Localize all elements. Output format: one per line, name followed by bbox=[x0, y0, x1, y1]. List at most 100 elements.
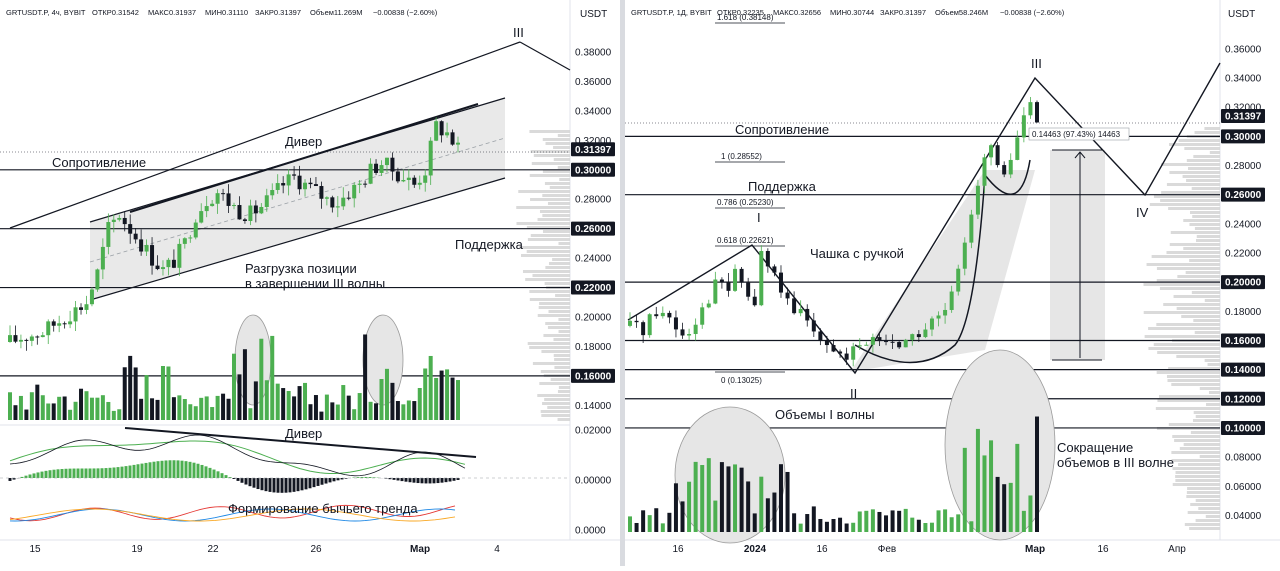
volume-bar bbox=[910, 518, 914, 532]
candle-body bbox=[884, 341, 888, 342]
price-tick-label: 0.26000 bbox=[575, 224, 612, 235]
osc-histogram-bar bbox=[453, 478, 456, 481]
volume-profile-bar bbox=[1172, 459, 1220, 462]
volume-bar bbox=[374, 403, 378, 420]
candle-body bbox=[963, 243, 967, 269]
candle-body bbox=[904, 340, 908, 347]
volume-profile-bar bbox=[539, 306, 570, 309]
candle-body bbox=[897, 342, 901, 347]
candle-body bbox=[63, 323, 67, 324]
volume-profile-bar bbox=[1148, 347, 1220, 350]
volume-bar bbox=[232, 354, 236, 420]
unload-label-line2: в завершении III волны bbox=[245, 276, 385, 291]
candle-body bbox=[117, 218, 121, 220]
volume-profile-bar bbox=[1187, 491, 1220, 494]
candle-body bbox=[687, 334, 691, 335]
candle-body bbox=[694, 325, 698, 334]
cup-label: Чашка с ручкой bbox=[810, 246, 904, 261]
candle-body bbox=[641, 322, 645, 335]
right-chart-panel[interactable]: 1.618 (0.38148) 1 (0.28552) 0.786 (0.252… bbox=[625, 0, 1280, 566]
volume-bar bbox=[369, 402, 373, 420]
volume-profile-bar bbox=[1161, 163, 1220, 166]
osc-histogram-bar bbox=[141, 464, 144, 478]
candle-body bbox=[221, 193, 225, 194]
volume-profile-bar bbox=[1190, 211, 1220, 214]
osc-histogram-bar bbox=[177, 460, 180, 478]
volume-profile-bar bbox=[530, 198, 570, 201]
volume-profile-bar bbox=[1183, 219, 1220, 222]
volume-bar bbox=[41, 395, 45, 420]
osc-histogram-bar bbox=[213, 470, 216, 478]
volume-bar bbox=[139, 399, 143, 420]
osc-histogram-bar bbox=[153, 462, 156, 478]
price-tick-label: 0.14000 bbox=[575, 401, 612, 412]
volume-profile-bar bbox=[1186, 179, 1220, 182]
candle-body bbox=[177, 244, 181, 268]
candle-body bbox=[95, 269, 99, 289]
volume-bar bbox=[976, 429, 980, 532]
candle-body bbox=[661, 313, 665, 316]
volume-profile-bar bbox=[518, 190, 570, 193]
osc-histogram-bar bbox=[261, 478, 264, 490]
header-close: ЗАКР0.31397 bbox=[880, 8, 926, 17]
volume-bar bbox=[407, 400, 411, 420]
volume-profile-bar bbox=[548, 326, 570, 329]
volume-profile-bar bbox=[537, 394, 570, 397]
candle-body bbox=[134, 234, 138, 240]
candle-body bbox=[35, 336, 39, 337]
candle-body bbox=[237, 205, 241, 219]
volume-profile-bar bbox=[1187, 159, 1220, 162]
volume-profile-bar bbox=[1171, 451, 1220, 454]
volume-bar bbox=[897, 511, 901, 532]
volume-profile-bar bbox=[1195, 331, 1220, 334]
osc-histogram-bar bbox=[189, 462, 192, 478]
candle-body bbox=[390, 158, 394, 172]
candle-body bbox=[46, 321, 50, 335]
osc-histogram-bar bbox=[165, 460, 168, 478]
volume-profile-bar bbox=[1205, 359, 1220, 362]
candle-body bbox=[314, 184, 318, 186]
volume-profile-bar bbox=[523, 270, 570, 273]
volume-bar bbox=[694, 462, 698, 532]
volume-profile-bar bbox=[529, 130, 570, 133]
volume-profile-bar bbox=[516, 206, 570, 209]
left-chart-svg[interactable]: 0.380000.360000.340000.320000.300000.280… bbox=[0, 0, 620, 566]
volume-profile-bar bbox=[1171, 231, 1220, 234]
volume-profile-bar bbox=[1189, 223, 1220, 226]
candle-body bbox=[877, 337, 881, 341]
osc-histogram-bar bbox=[281, 478, 284, 493]
header-close: ЗАКР0.31397 bbox=[255, 8, 301, 17]
volume-profile-bar bbox=[551, 378, 570, 381]
header-high: МАКС0.31937 bbox=[148, 8, 196, 17]
osc-histogram-bar bbox=[185, 461, 188, 478]
volume-bar bbox=[812, 506, 816, 532]
volume-bar bbox=[1015, 444, 1019, 532]
support-label: Поддержка bbox=[455, 237, 524, 252]
price-tick-label: 0.16000 bbox=[575, 371, 612, 382]
osc-divergence-label: Дивер bbox=[285, 426, 322, 441]
candle-body bbox=[41, 335, 45, 337]
wave-two-label: II bbox=[850, 386, 857, 401]
volume-bar bbox=[989, 440, 993, 532]
volume-profile-bar bbox=[1195, 131, 1220, 134]
right-chart-svg[interactable]: 1.618 (0.38148) 1 (0.28552) 0.786 (0.252… bbox=[625, 0, 1280, 566]
volume-profile-bar bbox=[559, 386, 570, 389]
volume-bar bbox=[858, 511, 862, 532]
last-price-label: 0.31397 bbox=[1225, 111, 1262, 122]
fib-label-1: 1 (0.28552) bbox=[721, 152, 762, 161]
candle-body bbox=[956, 269, 960, 292]
volume-profile-bar bbox=[542, 214, 570, 217]
candle-body bbox=[407, 178, 411, 180]
candle-body bbox=[1009, 160, 1013, 174]
volume-bar bbox=[84, 391, 88, 420]
candle-body bbox=[8, 335, 12, 342]
volume-profile-bar bbox=[1175, 479, 1220, 482]
candle-body bbox=[112, 220, 116, 222]
volume-profile-bar bbox=[1189, 527, 1220, 530]
volume-bar bbox=[177, 395, 181, 420]
candle-body bbox=[799, 309, 803, 313]
volume-profile-bar bbox=[545, 182, 570, 185]
volume-bar bbox=[270, 336, 274, 420]
header-open: ОТКР0.31542 bbox=[92, 8, 139, 17]
